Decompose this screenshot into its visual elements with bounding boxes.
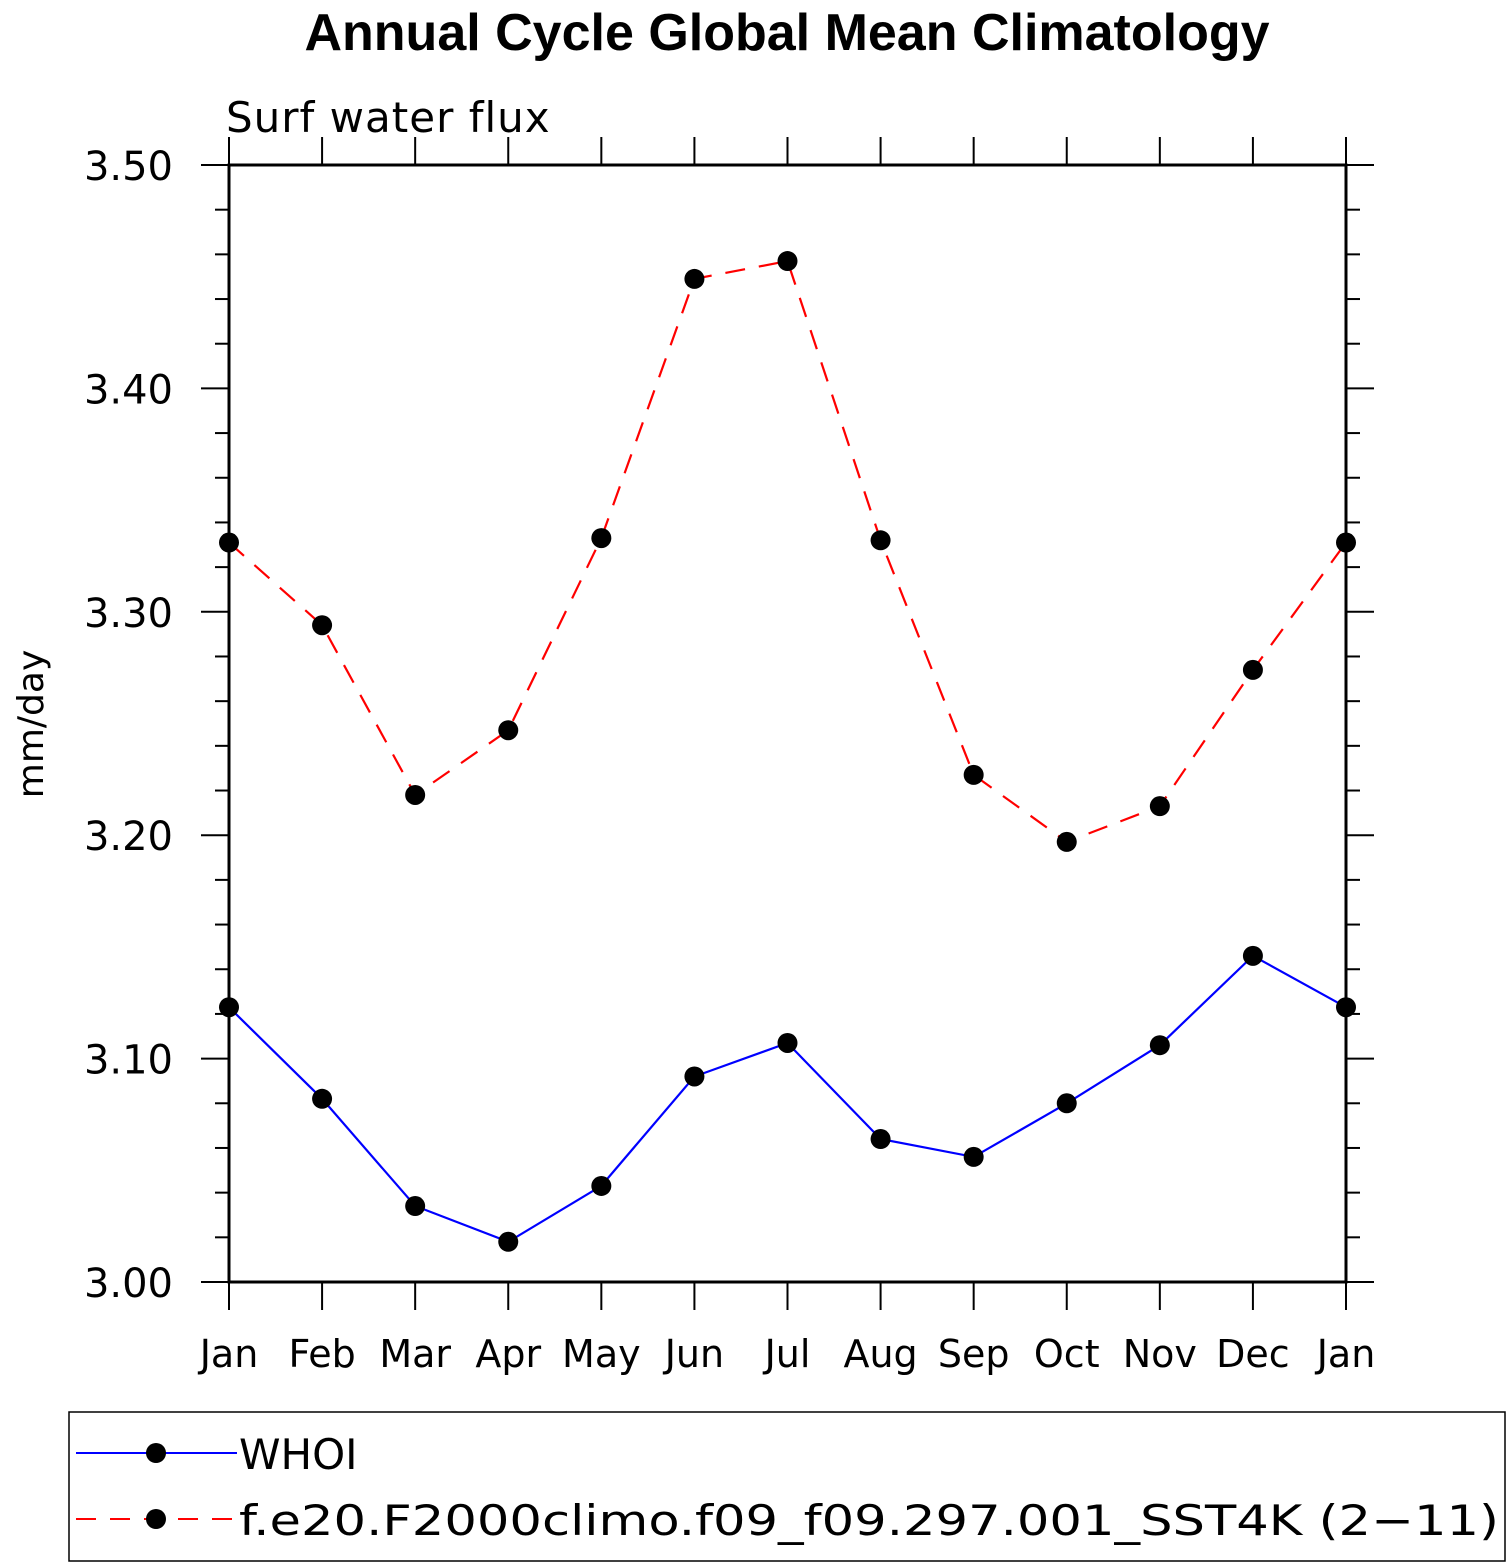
series-1-point [312, 615, 333, 636]
series-1-point [591, 528, 612, 549]
series-line-0 [228, 954, 1347, 1244]
series-1-point [963, 764, 984, 785]
series-1-point [684, 268, 705, 289]
chart-title: Annual Cycle Global Mean Climatology [304, 4, 1269, 62]
y-tick-label: 3.10 [84, 1038, 173, 1084]
x-tick-label: Dec [1216, 1332, 1290, 1376]
x-tick-label: Jun [663, 1332, 724, 1376]
y-tick-label: 3.20 [84, 814, 173, 860]
series-1-point [1336, 532, 1356, 553]
x-tick-label: Jul [763, 1332, 811, 1376]
x-tick-label: Oct [1034, 1332, 1100, 1376]
y-tick-label: 3.30 [84, 591, 173, 637]
plot-frame [227, 163, 1348, 1284]
series-1-point [405, 784, 426, 805]
y-tick-label: 3.00 [84, 1261, 173, 1307]
series-0-point [312, 1088, 333, 1109]
chart-subtitle: Surf water flux [226, 93, 551, 142]
y-tick-label: 3.50 [84, 144, 173, 190]
legend-marker-sst4k [146, 1509, 166, 1529]
series-0-point [591, 1175, 612, 1196]
series-1-point [1242, 659, 1263, 680]
x-tick-label: Feb [288, 1332, 355, 1376]
series-1-point [777, 251, 798, 272]
series-0-point [963, 1146, 984, 1167]
series-0-point [498, 1231, 519, 1252]
series-0-point [405, 1196, 426, 1217]
series-1-point [498, 720, 519, 741]
series-1-point [1056, 831, 1077, 852]
x-tick-label: Apr [475, 1332, 541, 1376]
x-tick-label: Sep [938, 1332, 1010, 1376]
series-0-point [1242, 945, 1263, 966]
y-tick-label: 3.40 [84, 367, 173, 413]
legend-label-whoi: WHOI [239, 1430, 358, 1479]
legend-label-sst4k: f.e20.F2000climo.f09_f09.297.001_SST4K (… [239, 1496, 1499, 1545]
series-0-point [777, 1032, 798, 1053]
legend: WHOI f.e20.F2000climo.f09_f09.297.001_SS… [68, 1411, 1506, 1562]
series-line-1 [228, 259, 1347, 844]
x-tick-label: Jan [1315, 1332, 1376, 1376]
legend-frame [68, 1411, 1506, 1562]
series-1-point [219, 532, 239, 553]
x-tick-label: Mar [379, 1332, 451, 1376]
axis-ticks: 3.00 3.10 3.20 3.30 3.40 3.50 Jan Feb Mar Apr May J… [84, 137, 1375, 1376]
series-0-point [870, 1129, 891, 1150]
series-1-point [1149, 796, 1170, 817]
x-tick-label: May [562, 1332, 641, 1376]
series-0-point [1336, 997, 1356, 1018]
series-0-point [684, 1066, 705, 1087]
series-0-point [1056, 1093, 1077, 1114]
series-1-point [870, 530, 891, 551]
x-tick-label: Nov [1123, 1332, 1197, 1376]
plot-area: 3.00 3.10 3.20 3.30 3.40 3.50 Jan Feb Mar Apr May J… [84, 137, 1375, 1376]
series-0-point [219, 997, 239, 1018]
series-layer [219, 251, 1356, 1252]
y-axis-label: mm/day [11, 650, 52, 798]
legend-marker-whoi [146, 1443, 166, 1463]
x-tick-label: Aug [843, 1332, 917, 1376]
series-0-point [1149, 1035, 1170, 1056]
x-tick-label: Jan [198, 1332, 259, 1376]
